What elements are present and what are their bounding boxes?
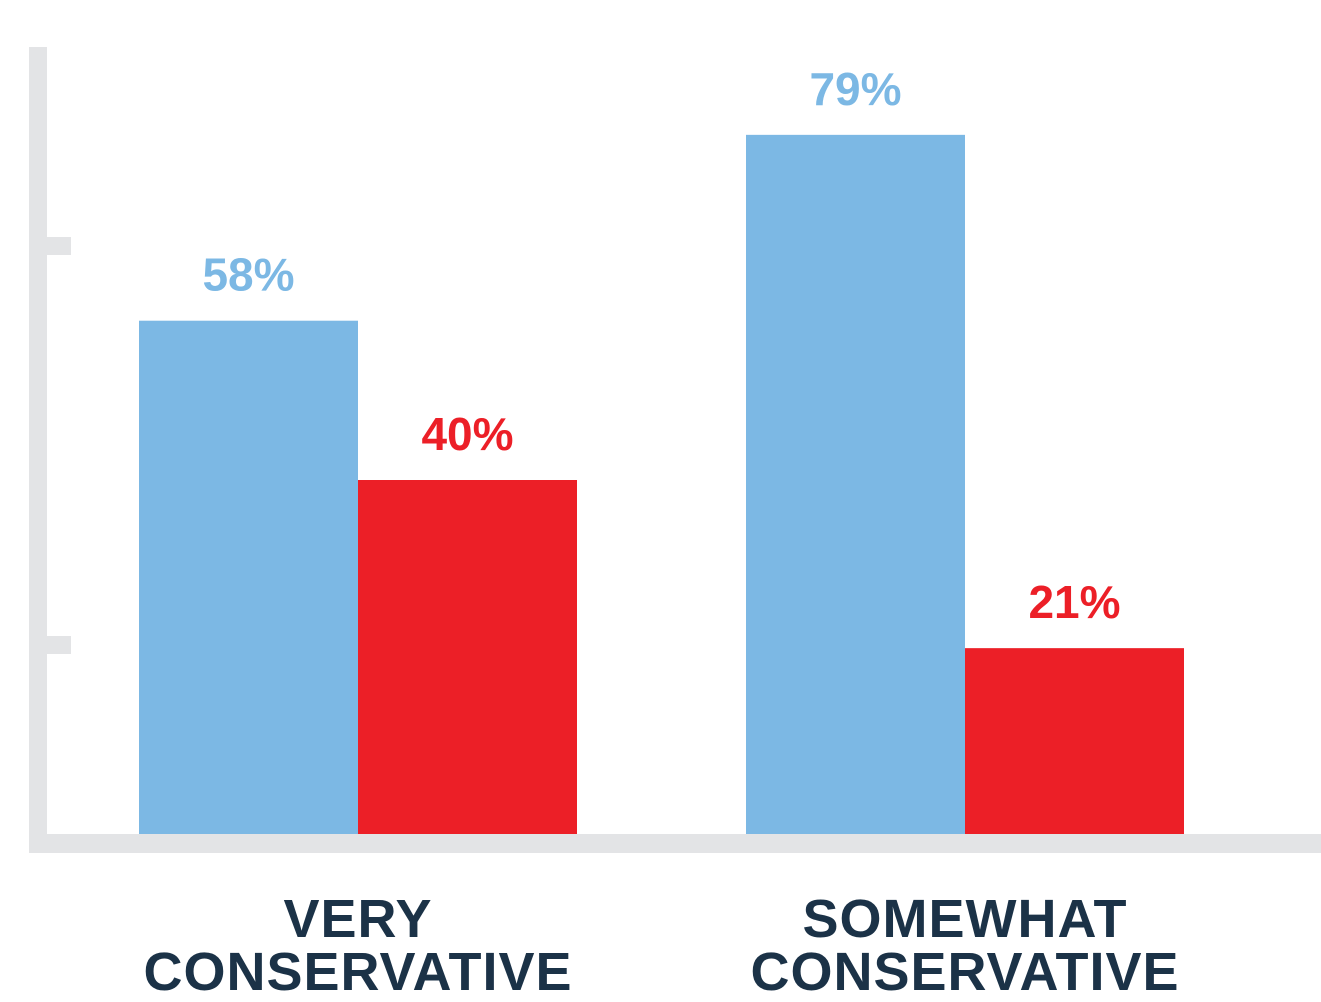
bars-group (139, 134, 1184, 835)
chart-axes (29, 47, 1321, 853)
bar-very-conservative-series-2 (358, 480, 577, 834)
x-axis-line (29, 834, 1321, 853)
y-axis-tick (47, 636, 71, 654)
value-label-somewhat-conservative-series-1: 79% (809, 63, 901, 115)
value-label-very-conservative-series-1: 58% (202, 249, 294, 301)
category-label-somewhat-conservative: SOMEWHAT CONSERVATIVE (750, 889, 1180, 1002)
value-label-very-conservative-series-2: 40% (421, 408, 513, 460)
category-label-very-conservative: VERY CONSERVATIVE (143, 889, 573, 1002)
value-label-somewhat-conservative-series-2: 21% (1028, 576, 1120, 628)
y-axis-line (29, 47, 47, 853)
bar-somewhat-conservative-series-2 (965, 648, 1184, 834)
bar-somewhat-conservative-series-1 (746, 134, 965, 835)
bar-very-conservative-series-1 (139, 320, 358, 834)
value-labels-group: 58% 40% 79% 21% (202, 63, 1120, 628)
y-axis-tick (47, 237, 71, 255)
